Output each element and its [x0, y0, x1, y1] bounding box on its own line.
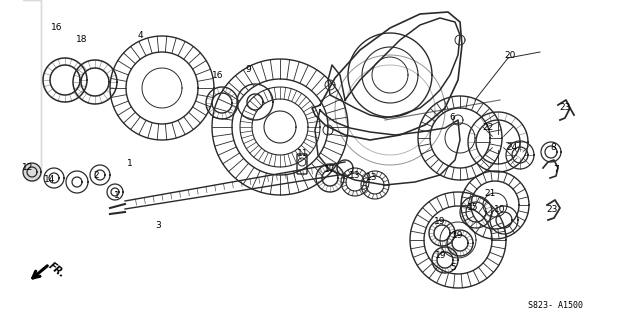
Text: S823- A1500: S823- A1500 [528, 300, 583, 309]
Text: 8: 8 [550, 143, 556, 153]
Text: 4: 4 [137, 30, 143, 39]
Text: 11: 11 [297, 148, 309, 157]
Text: 23: 23 [559, 103, 570, 113]
Text: 3: 3 [155, 220, 161, 229]
Text: 18: 18 [76, 36, 88, 44]
Text: 15: 15 [467, 203, 479, 212]
Text: 6: 6 [449, 114, 455, 123]
Text: 23: 23 [546, 205, 557, 214]
Text: 20: 20 [504, 51, 515, 60]
Text: FR.: FR. [47, 260, 67, 279]
Text: 13: 13 [366, 173, 378, 182]
Text: 5: 5 [450, 263, 456, 273]
Text: 17: 17 [324, 165, 336, 174]
Text: 19: 19 [435, 251, 447, 260]
Text: 14: 14 [44, 175, 56, 185]
Text: 10: 10 [494, 205, 506, 214]
Text: 13: 13 [349, 171, 361, 180]
Text: 24: 24 [506, 143, 518, 153]
Text: 1: 1 [114, 190, 120, 199]
Text: 7: 7 [553, 165, 559, 174]
Text: 1: 1 [127, 158, 133, 167]
Text: 22: 22 [483, 124, 494, 132]
Text: 2: 2 [93, 171, 99, 180]
Text: 12: 12 [22, 164, 34, 172]
FancyBboxPatch shape [297, 154, 307, 174]
Text: 21: 21 [485, 188, 496, 197]
Text: 16: 16 [212, 70, 224, 79]
Text: 16: 16 [51, 23, 63, 33]
Text: 19: 19 [452, 230, 464, 239]
Text: 19: 19 [434, 218, 446, 227]
Text: 9: 9 [245, 66, 251, 75]
